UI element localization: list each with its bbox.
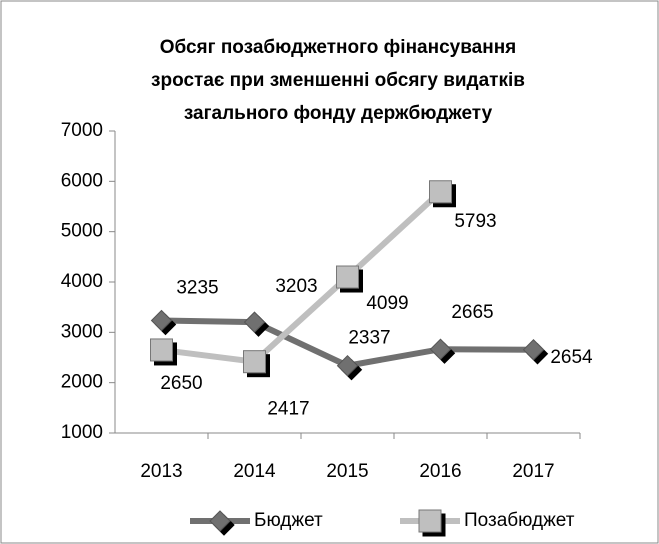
x-tick-label: 2014 bbox=[233, 461, 276, 482]
x-tick-label: 2017 bbox=[512, 461, 554, 482]
data-point bbox=[522, 339, 545, 361]
data-label: 3203 bbox=[275, 276, 317, 297]
legend-label: Позабюджет bbox=[464, 510, 575, 531]
y-tick-label: 6000 bbox=[61, 170, 103, 191]
y-tick-label: 5000 bbox=[61, 221, 103, 242]
data-point bbox=[150, 309, 173, 332]
data-point bbox=[429, 180, 452, 204]
x-tick-label: 2015 bbox=[326, 461, 368, 482]
data-point bbox=[429, 338, 452, 360]
y-tick-label: 7000 bbox=[61, 120, 103, 141]
legend-marker bbox=[418, 509, 442, 533]
y-tick-label: 4000 bbox=[61, 271, 103, 292]
chart-title: Обсяг позабюджетного фінансування bbox=[160, 37, 517, 58]
y-tick-label: 3000 bbox=[61, 321, 103, 342]
data-label: 3235 bbox=[176, 278, 218, 299]
data-point bbox=[243, 311, 266, 333]
data-point bbox=[336, 265, 359, 289]
data-point bbox=[243, 350, 266, 374]
data-label: 5793 bbox=[454, 211, 496, 232]
chart-title: загального фонду держбюджету bbox=[184, 103, 493, 124]
data-label: 2650 bbox=[160, 373, 202, 394]
x-tick-label: 2013 bbox=[140, 461, 182, 482]
legend-marker bbox=[209, 510, 231, 532]
data-label: 2654 bbox=[550, 347, 593, 368]
series-line bbox=[161, 189, 443, 365]
data-label: 2337 bbox=[348, 328, 390, 349]
data-point bbox=[336, 354, 359, 377]
x-tick-label: 2016 bbox=[419, 461, 461, 482]
chart-title: зростає при зменшенні обсягу видатків bbox=[151, 70, 525, 91]
y-tick-label: 1000 bbox=[61, 422, 103, 443]
data-label: 4099 bbox=[366, 293, 408, 314]
data-point bbox=[150, 338, 173, 362]
y-tick-label: 2000 bbox=[61, 372, 103, 393]
legend-label: Бюджет bbox=[254, 510, 323, 531]
data-label: 2665 bbox=[451, 302, 493, 323]
data-label: 2417 bbox=[267, 399, 309, 420]
